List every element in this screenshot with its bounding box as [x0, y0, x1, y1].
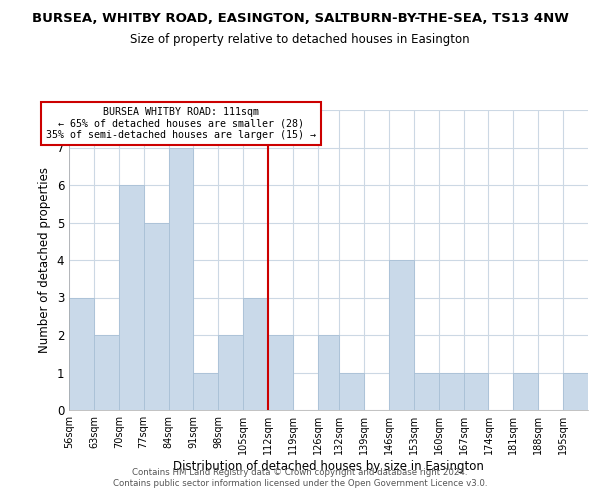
Bar	[389, 260, 414, 410]
Bar	[119, 185, 143, 410]
Bar	[318, 335, 339, 410]
Text: BURSEA, WHITBY ROAD, EASINGTON, SALTBURN-BY-THE-SEA, TS13 4NW: BURSEA, WHITBY ROAD, EASINGTON, SALTBURN…	[32, 12, 568, 26]
Bar	[464, 372, 488, 410]
Bar	[94, 335, 119, 410]
Bar	[414, 372, 439, 410]
Bar	[69, 298, 94, 410]
Bar	[169, 148, 193, 410]
Bar	[339, 372, 364, 410]
Bar	[243, 298, 268, 410]
Text: Size of property relative to detached houses in Easington: Size of property relative to detached ho…	[130, 32, 470, 46]
Bar	[218, 335, 243, 410]
Bar	[439, 372, 464, 410]
Bar	[268, 335, 293, 410]
Y-axis label: Number of detached properties: Number of detached properties	[38, 167, 51, 353]
Bar	[563, 372, 588, 410]
X-axis label: Distribution of detached houses by size in Easington: Distribution of detached houses by size …	[173, 460, 484, 472]
Text: BURSEA WHITBY ROAD: 111sqm
← 65% of detached houses are smaller (28)
35% of semi: BURSEA WHITBY ROAD: 111sqm ← 65% of deta…	[46, 106, 316, 140]
Bar	[193, 372, 218, 410]
Text: Contains HM Land Registry data © Crown copyright and database right 2024.
Contai: Contains HM Land Registry data © Crown c…	[113, 468, 487, 487]
Bar	[514, 372, 538, 410]
Bar	[143, 222, 169, 410]
